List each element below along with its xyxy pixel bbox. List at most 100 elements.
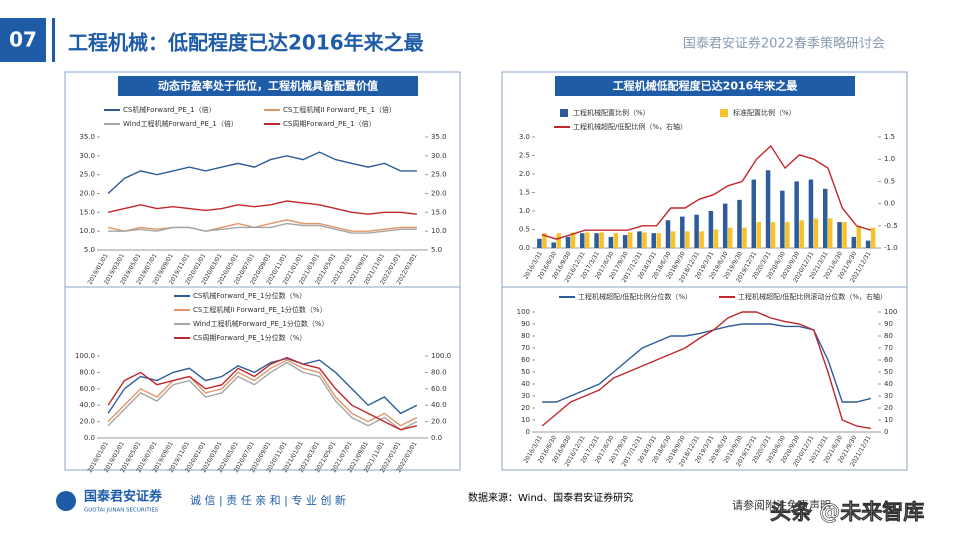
y-tick-label: 40 — [521, 380, 530, 388]
bar — [808, 179, 814, 248]
y-tick-label: 70 — [521, 344, 530, 352]
y-tick-label: 0.0 — [519, 244, 530, 252]
bar — [637, 231, 642, 248]
section-number: 07 — [9, 28, 37, 52]
y-tick-label: 100.0 — [75, 352, 95, 360]
motto: 诚 信 | 责 任 亲 和 | 专 业 创 新 — [190, 493, 346, 507]
y2-tick-label: 10 — [884, 416, 893, 424]
legend-swatch — [560, 109, 568, 117]
panel-heading: 工程机械低配程度已达2016年来之最 — [613, 79, 799, 93]
slide-title: 工程机械：低配程度已达2016年来之最 — [68, 31, 425, 55]
y2-tick-label: 60.0 — [431, 385, 447, 393]
bar — [756, 222, 762, 248]
bar — [651, 233, 656, 248]
bar — [627, 232, 633, 248]
heading-box — [118, 76, 418, 96]
bar — [865, 240, 871, 248]
bar — [622, 235, 628, 248]
y-tick-label: 80.0 — [79, 368, 95, 376]
panel — [64, 71, 461, 471]
bar — [713, 229, 719, 248]
y-tick-label: 2.5 — [519, 152, 530, 160]
bar — [813, 218, 819, 248]
y2-tick-label: 1.5 — [884, 133, 895, 141]
bar — [642, 232, 647, 248]
y-tick-label: 1.0 — [519, 207, 530, 215]
legend-label: 工程机械超配/低配比例（%，右轴） — [573, 122, 687, 131]
series-line — [541, 311, 872, 430]
y-tick-label: 60.0 — [79, 385, 95, 393]
y2-tick-label: 30.0 — [431, 152, 447, 160]
bar — [727, 227, 733, 248]
y2-tick-label: 10.0 — [431, 227, 447, 235]
y-tick-label: 0.5 — [519, 226, 530, 234]
legend-swatch — [720, 109, 728, 117]
source: 数据来源：Wind、国泰君安证券研究 — [468, 491, 633, 504]
bar — [785, 222, 790, 248]
bar — [851, 236, 857, 248]
bar — [870, 227, 876, 248]
bar — [708, 211, 714, 248]
y2-tick-label: 90 — [884, 320, 893, 328]
bar — [585, 232, 590, 248]
series-line — [107, 219, 417, 232]
number-box — [0, 18, 46, 62]
logo-mark — [56, 491, 76, 511]
bar — [837, 222, 842, 248]
bar — [613, 233, 619, 248]
y2-tick-label: 0.0 — [884, 200, 895, 208]
event-name: 国泰君安证券2022春季策略研讨会 — [683, 36, 885, 52]
legend-label: Wind工程机械Forward_PE_1（倍） — [123, 119, 238, 128]
y-tick-label: 25.0 — [79, 171, 95, 179]
y2-tick-label: 0.5 — [884, 177, 895, 185]
y2-tick-label: 100.0 — [431, 352, 451, 360]
bar — [856, 225, 862, 248]
bar — [842, 222, 847, 248]
y2-tick-label: 80 — [884, 332, 893, 340]
y-tick-label: 10 — [521, 416, 530, 424]
legend-label: 工程机械配置比例（%） — [573, 108, 650, 117]
y-tick-label: 20.0 — [79, 190, 95, 198]
series-line — [541, 144, 872, 240]
series-line — [107, 361, 418, 431]
series-line — [107, 151, 417, 195]
bar — [608, 236, 614, 248]
y2-tick-label: 5.0 — [431, 246, 442, 254]
y2-tick-label: -0.5 — [884, 222, 898, 230]
bar — [794, 181, 799, 248]
y2-tick-label: 15.0 — [431, 208, 447, 216]
y-tick-label: 40.0 — [79, 401, 95, 409]
panel — [501, 71, 908, 471]
y-tick-label: 80 — [521, 332, 530, 340]
y-tick-label: 5.0 — [84, 246, 95, 254]
y-tick-label: 0 — [526, 428, 530, 436]
bar — [827, 218, 833, 248]
series-line — [107, 356, 418, 431]
bar — [556, 233, 561, 248]
y2-tick-label: 30 — [884, 392, 893, 400]
series-line — [107, 359, 418, 427]
y-tick-label: 20.0 — [79, 418, 95, 426]
bar — [537, 238, 542, 248]
y-tick-label: 35.0 — [79, 133, 95, 141]
y-tick-label: 20 — [521, 404, 530, 412]
legend-label: Wind工程机械Forward_PE_1分位数（%） — [193, 319, 329, 328]
legend-label: CS周期Forward_PE_1（倍） — [283, 119, 376, 128]
bar — [565, 236, 571, 248]
bar — [680, 216, 685, 248]
y2-tick-label: 100 — [884, 308, 897, 316]
y-tick-label: 50 — [521, 368, 530, 376]
bar — [570, 232, 576, 248]
y2-tick-label: 35.0 — [431, 133, 447, 141]
bar — [685, 231, 690, 248]
disclaimer: 请参阅附注免责声明 — [732, 498, 831, 512]
y2-tick-label: 70 — [884, 344, 893, 352]
bar — [751, 179, 757, 248]
y2-tick-label: 50 — [884, 368, 893, 376]
bar — [670, 231, 676, 248]
y2-tick-label: 60 — [884, 356, 893, 364]
bar — [551, 242, 556, 248]
bar — [694, 214, 699, 248]
